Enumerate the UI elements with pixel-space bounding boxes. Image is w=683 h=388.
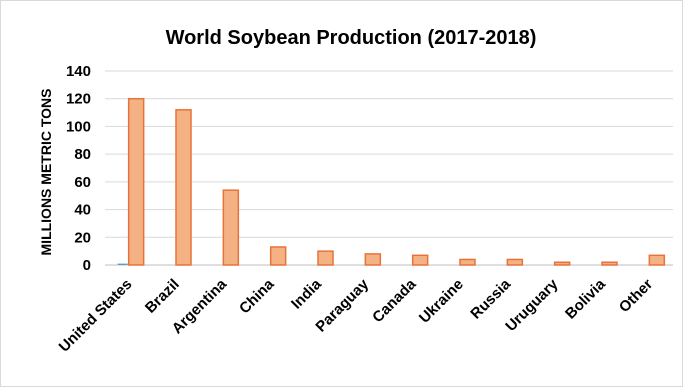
bar-series-2 xyxy=(601,261,618,266)
x-tick-label: Canada xyxy=(369,275,420,326)
gridlines xyxy=(105,70,673,266)
bar-series-2 xyxy=(648,254,666,266)
bar-series-2 xyxy=(459,258,476,266)
y-tick-label: 120 xyxy=(66,91,91,108)
x-tick-label: Bolivia xyxy=(562,275,609,322)
y-tick-label: 140 xyxy=(66,63,91,80)
bars xyxy=(117,97,666,266)
chart-title: World Soybean Production (2017-2018) xyxy=(166,27,537,49)
bar-series-1 xyxy=(117,263,128,265)
y-tick-labels: 0 20 40 60 80 100 120 140 xyxy=(66,63,91,274)
bar-series-2 xyxy=(364,253,382,266)
x-tick-label: Russia xyxy=(467,275,514,322)
y-tick-label: 0 xyxy=(83,257,91,274)
y-tick-label: 20 xyxy=(74,229,91,246)
bar-series-2 xyxy=(317,250,334,266)
x-tick-label: India xyxy=(288,275,325,312)
x-tick-label: China xyxy=(236,275,278,317)
x-tick-label: Uruguary xyxy=(502,275,562,335)
x-tick-label: United States xyxy=(56,276,136,356)
bar-series-2 xyxy=(175,109,192,266)
x-tick-label: Other xyxy=(616,276,656,316)
bar-series-2 xyxy=(553,261,571,266)
bar-series-2 xyxy=(222,189,240,266)
y-tick-label: 40 xyxy=(74,202,91,219)
y-tick-label: 80 xyxy=(74,146,91,163)
bar-series-2 xyxy=(269,246,287,266)
bar-series-2 xyxy=(127,97,145,266)
x-tick-label: Brazil xyxy=(142,276,183,317)
bar-series-2 xyxy=(411,254,429,266)
x-tick-label: Ukraine xyxy=(416,276,467,327)
y-axis-label: MILLIONS METRIC TONS xyxy=(38,89,54,256)
y-tick-label: 100 xyxy=(66,118,91,135)
y-tick-label: 60 xyxy=(74,174,91,191)
bar-series-2 xyxy=(506,258,524,266)
x-tick-label: Paraguay xyxy=(312,275,372,335)
